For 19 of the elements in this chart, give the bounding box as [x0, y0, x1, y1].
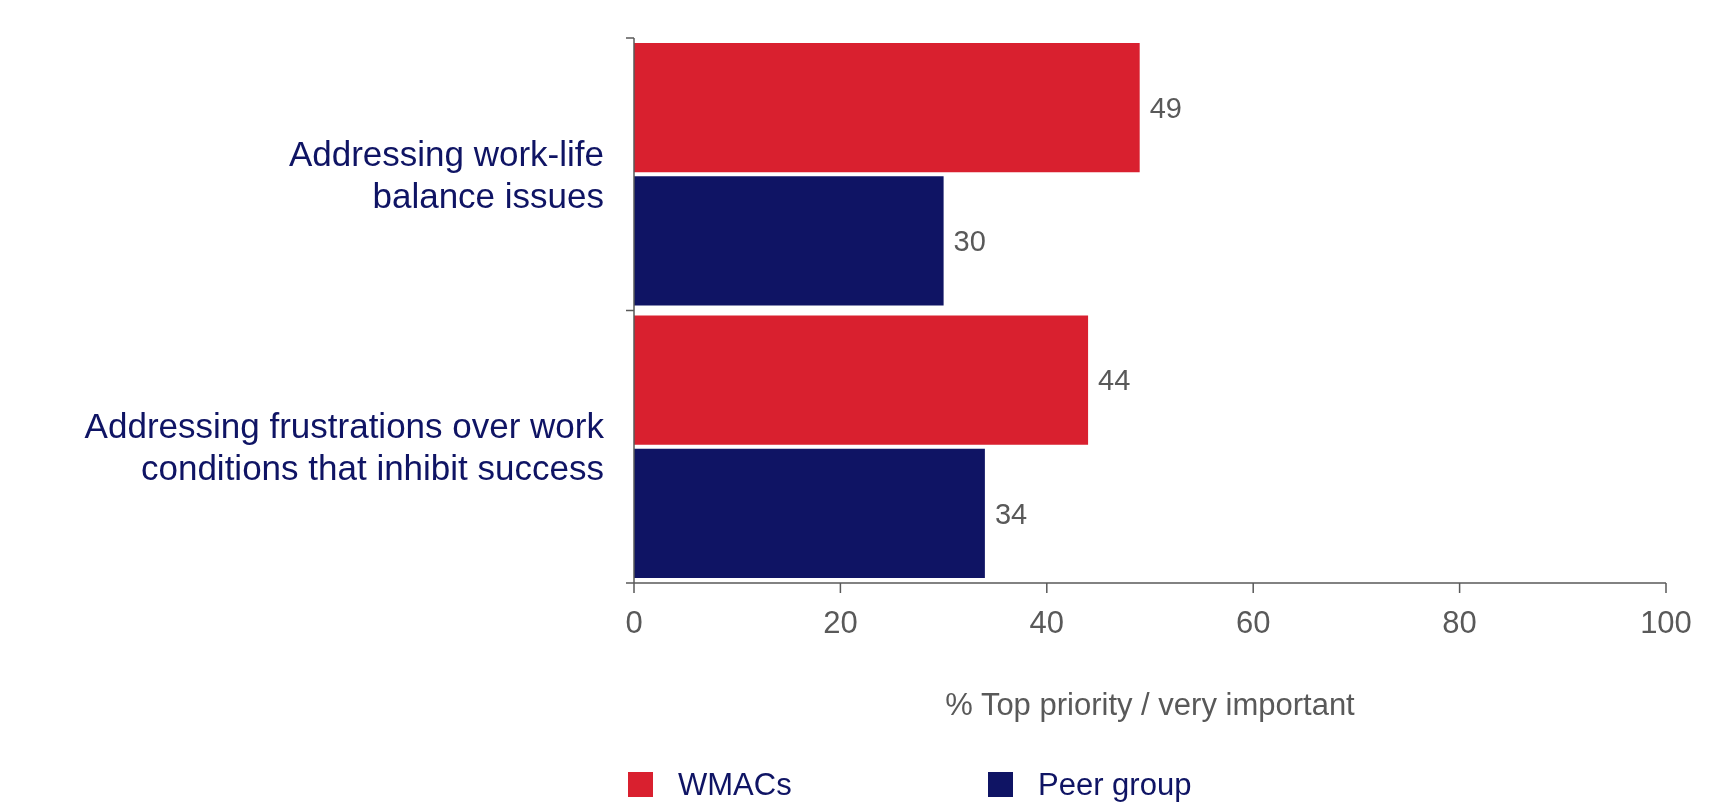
x-axis-title: % Top priority / very important [945, 687, 1356, 722]
x-tick-label: 80 [1442, 605, 1477, 640]
data-label: 30 [953, 225, 986, 258]
y-tick-label: Addressing frustrations over work conditions that inhibit success [84, 406, 605, 487]
x-tick-label: 0 [625, 605, 643, 640]
bar [634, 448, 985, 578]
legend-label: WMACs [678, 766, 792, 802]
x-tick-label: 60 [1235, 605, 1271, 640]
bar [634, 176, 944, 306]
y-tick-label: Addressing work-life balance issues [288, 133, 604, 215]
legend-label: Peer group [1038, 766, 1192, 802]
data-label: 34 [994, 497, 1028, 530]
bar [634, 315, 1089, 445]
x-tick-label: 100 [1640, 605, 1692, 640]
data-label: 44 [1098, 364, 1131, 397]
x-tick-label: 40 [1029, 605, 1065, 640]
bar [634, 43, 1140, 173]
x-tick-label: 20 [823, 605, 858, 640]
data-label: 49 [1149, 91, 1182, 124]
